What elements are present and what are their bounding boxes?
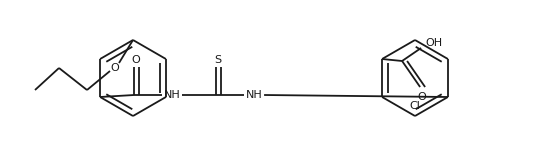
Text: NH: NH bbox=[164, 90, 181, 100]
Text: O: O bbox=[110, 63, 120, 73]
Text: S: S bbox=[215, 55, 222, 65]
Text: O: O bbox=[418, 92, 426, 102]
Text: O: O bbox=[131, 55, 141, 65]
Text: OH: OH bbox=[426, 38, 443, 48]
Text: NH: NH bbox=[246, 90, 262, 100]
Text: Cl: Cl bbox=[410, 101, 420, 111]
